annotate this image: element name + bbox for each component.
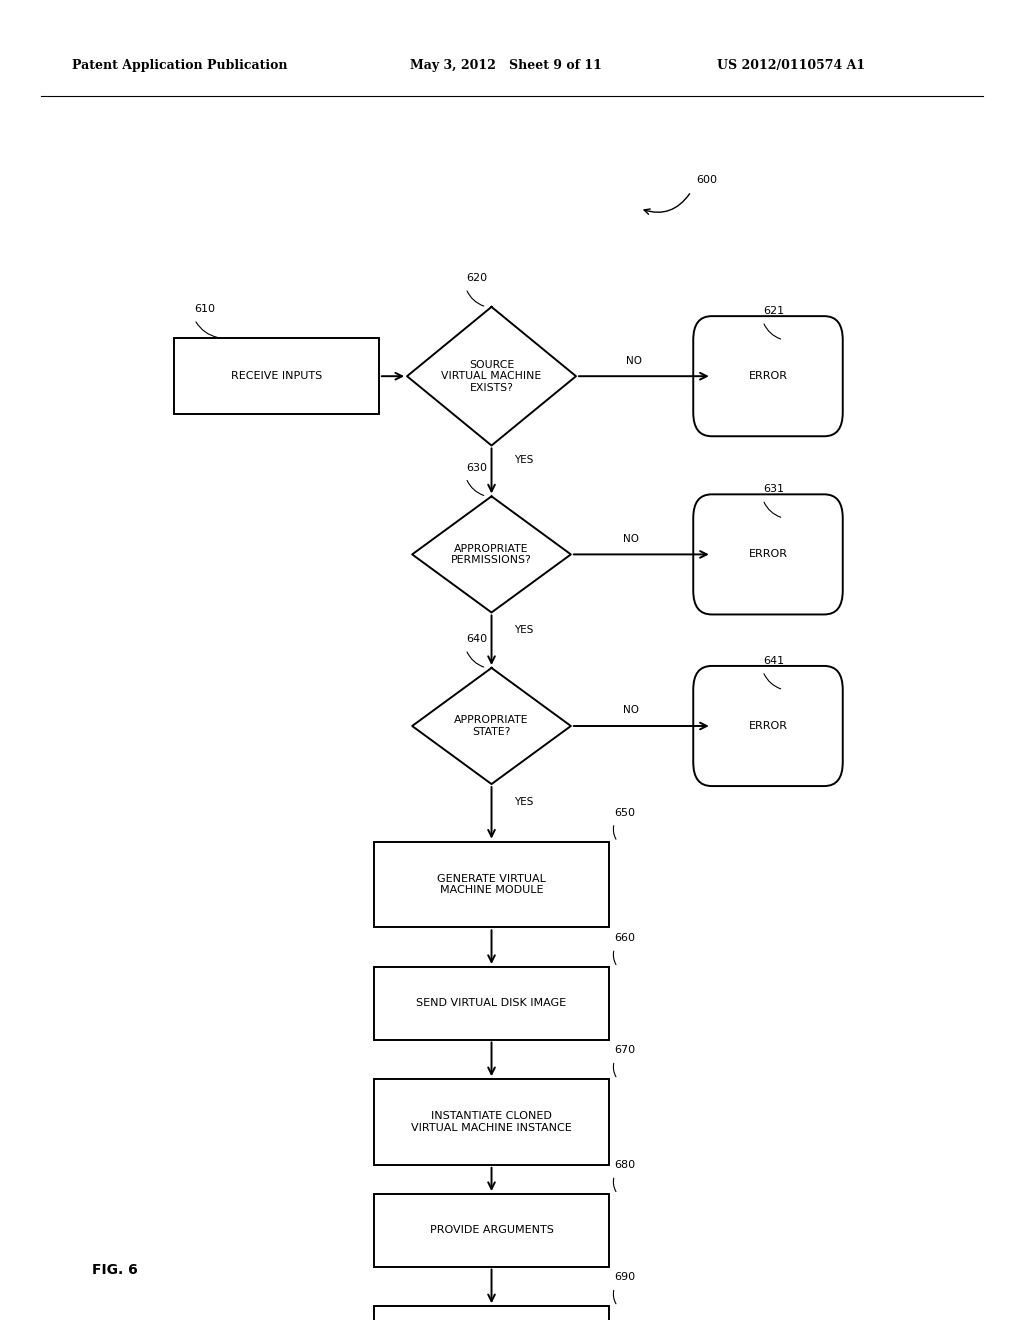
Text: Patent Application Publication: Patent Application Publication [72,59,287,73]
Text: 620: 620 [466,273,487,284]
Text: 641: 641 [763,656,784,665]
Text: SOURCE
VIRTUAL MACHINE
EXISTS?: SOURCE VIRTUAL MACHINE EXISTS? [441,359,542,393]
Text: NO: NO [623,705,639,715]
Text: May 3, 2012   Sheet 9 of 11: May 3, 2012 Sheet 9 of 11 [410,59,601,73]
Text: 600: 600 [696,174,718,185]
Text: INSTANTIATE CLONED
VIRTUAL MACHINE INSTANCE: INSTANTIATE CLONED VIRTUAL MACHINE INSTA… [412,1111,571,1133]
Text: 631: 631 [763,484,784,495]
Text: PROVIDE ARGUMENTS: PROVIDE ARGUMENTS [430,1225,553,1236]
Text: RECEIVE INPUTS: RECEIVE INPUTS [230,371,323,381]
FancyBboxPatch shape [693,667,843,787]
Text: APPROPRIATE
STATE?: APPROPRIATE STATE? [455,715,528,737]
Bar [174,338,379,414]
Bar [374,1193,609,1267]
Polygon shape [407,308,575,446]
Text: US 2012/0110574 A1: US 2012/0110574 A1 [717,59,865,73]
Text: 640: 640 [466,634,487,644]
Polygon shape [412,496,571,612]
Text: 690: 690 [614,1272,636,1283]
Bar [374,966,609,1040]
Text: 660: 660 [614,933,636,942]
Text: 650: 650 [614,808,636,817]
Text: NO: NO [626,355,642,366]
Text: ERROR: ERROR [749,721,787,731]
Text: ERROR: ERROR [749,549,787,560]
Bar [374,842,609,927]
Polygon shape [412,668,571,784]
Text: ERROR: ERROR [749,371,787,381]
Text: NO: NO [623,533,639,544]
Text: 630: 630 [466,462,487,473]
FancyBboxPatch shape [693,317,843,436]
Bar [374,1307,609,1320]
Text: 610: 610 [195,304,216,314]
Text: FIG. 6: FIG. 6 [92,1263,138,1276]
Text: 670: 670 [614,1045,636,1056]
Text: APPROPRIATE
PERMISSIONS?: APPROPRIATE PERMISSIONS? [452,544,531,565]
Text: 621: 621 [763,306,784,317]
FancyBboxPatch shape [693,495,843,615]
Text: SEND VIRTUAL DISK IMAGE: SEND VIRTUAL DISK IMAGE [417,998,566,1008]
Text: GENERATE VIRTUAL
MACHINE MODULE: GENERATE VIRTUAL MACHINE MODULE [437,874,546,895]
Text: 680: 680 [614,1160,636,1171]
Text: YES: YES [514,455,534,466]
Text: YES: YES [514,624,534,635]
Text: YES: YES [514,797,534,808]
Bar [374,1080,609,1166]
